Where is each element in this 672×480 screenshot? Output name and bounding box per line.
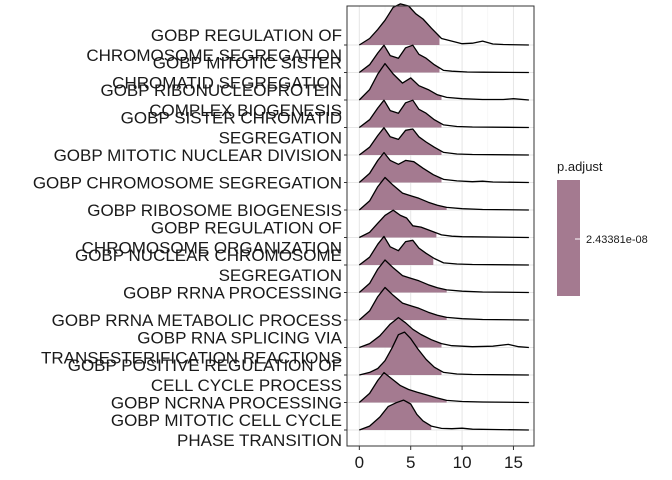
ridge-9 — [358, 235, 529, 266]
y-tick-label: CHROMOSOME SEGREGATION — [86, 46, 342, 65]
ridge-fill — [359, 332, 442, 375]
y-tick-label: GOBP RNA SPLICING VIA — [137, 329, 342, 348]
ridge-fill — [359, 400, 432, 430]
ridge-line — [359, 316, 529, 349]
ridge-fill — [359, 317, 442, 348]
ridge-line — [358, 259, 529, 294]
ridge-12 — [359, 316, 529, 349]
ridge-6 — [358, 151, 529, 184]
x-axis: 0 5 10 15 — [355, 446, 523, 472]
y-tick-label: GOBP RIBOSOME BIOGENESIS — [87, 201, 342, 220]
x-tick-label: 15 — [504, 453, 523, 472]
y-tick-label: GOBP MITOTIC SISTER — [153, 54, 342, 73]
ridge-fill — [359, 127, 442, 155]
y-tick-label: GOBP NUCLEAR CHROMOSOME — [75, 246, 342, 265]
ridge-line — [358, 99, 529, 129]
y-tick-label: GOBP REGULATION OF — [151, 26, 342, 45]
y-tick-label: GOBP CHROMOSOME SEGREGATION — [33, 174, 342, 193]
y-tick-label: GOBP MITOTIC NUCLEAR DIVISION — [54, 146, 342, 165]
y-tick-label: SEGREGATION — [219, 266, 342, 285]
ridge-line — [358, 62, 529, 101]
ridge-fill — [359, 152, 442, 183]
legend-label: 2.43381e-08 — [586, 234, 648, 246]
ridge-line — [358, 235, 529, 266]
ridge-line — [358, 286, 529, 321]
ridge-10 — [358, 259, 529, 294]
y-tick-label: PHASE TRANSITION — [177, 431, 342, 450]
ridge-series — [358, 3, 529, 431]
ridge-fill — [359, 3, 440, 45]
y-tick-label: GOBP REGULATION OF — [151, 219, 342, 238]
y-tick-label: GOBP RIBONUCLEOPROTEIN — [100, 81, 342, 100]
y-tick-label: GOBP SISTER CHROMATID — [121, 109, 342, 128]
ridge-fill — [359, 210, 437, 238]
y-tick-label: COMPLEX BIOGENESIS — [149, 101, 342, 120]
ridge-13 — [359, 331, 529, 376]
ridge-11 — [358, 286, 529, 321]
ridge-7 — [358, 176, 529, 211]
x-tick-label: 5 — [406, 453, 415, 472]
ridge-1 — [358, 3, 529, 46]
ridge-line — [358, 176, 529, 211]
ridge-line — [359, 399, 529, 431]
y-tick-label: GOBP POSITIVE REGULATION OF — [68, 356, 342, 375]
y-tick-label: GOBP RRNA METABOLIC PROCESS — [52, 311, 342, 330]
y-tick-label: GOBP RRNA PROCESSING — [123, 284, 342, 303]
y-tick-label: CHROMOSOME ORGANIZATION — [82, 239, 342, 258]
legend-colorbar — [557, 180, 580, 296]
ridge-line — [358, 44, 529, 74]
ridge-line — [359, 209, 529, 239]
x-tick-label: 0 — [355, 453, 364, 472]
ridge-line — [359, 331, 529, 376]
ridge-line — [358, 371, 529, 404]
y-tick-label: GOBP MITOTIC CELL CYCLE — [111, 411, 342, 430]
y-tick-label: TRANSESTERIFICATION REACTIONS — [41, 349, 342, 368]
ridge-14 — [358, 371, 529, 404]
ridge-line — [358, 3, 529, 46]
y-tick-label: GOBP NCRNA PROCESSING — [111, 394, 342, 413]
legend-title: p.adjust — [557, 159, 603, 174]
x-tick-label: 10 — [453, 453, 472, 472]
ridge-8 — [359, 209, 529, 239]
y-tick-label: CHROMATID SEGREGATION — [112, 74, 342, 93]
legend: p.adjust 2.43381e-08 — [557, 159, 648, 296]
ridge-3 — [358, 62, 529, 101]
ridge-2 — [358, 44, 529, 74]
ridge-4 — [358, 99, 529, 129]
y-tick-label: SEGREGATION — [219, 129, 342, 148]
ridge-5 — [358, 127, 529, 156]
y-tick-label: CELL CYCLE PROCESS — [151, 376, 342, 395]
ridge-fill — [359, 100, 442, 128]
ridge-15 — [359, 399, 529, 431]
ridge-line — [358, 127, 529, 156]
plot-panel-border — [346, 5, 535, 447]
ridge-line — [358, 151, 529, 184]
